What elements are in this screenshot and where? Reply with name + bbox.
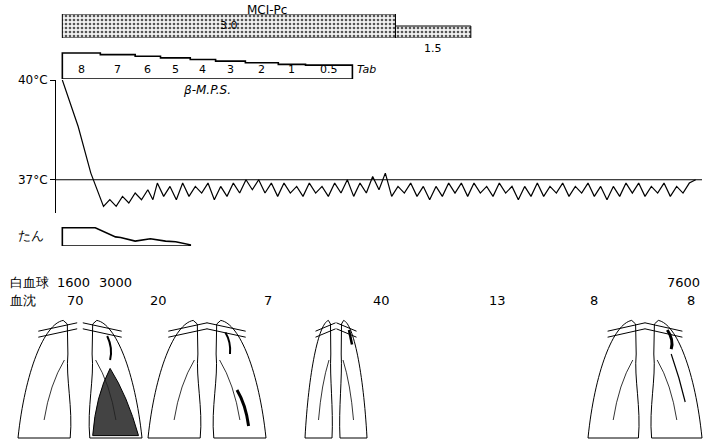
svg-text:たん: たん: [18, 228, 44, 243]
svg-text:7: 7: [114, 63, 121, 76]
svg-text:37°C: 37°C: [18, 173, 48, 187]
svg-text:2: 2: [258, 63, 265, 76]
svg-text:8: 8: [687, 293, 695, 308]
svg-text:8: 8: [78, 63, 85, 76]
svg-text:4: 4: [199, 63, 206, 76]
svg-text:20: 20: [150, 293, 167, 308]
svg-text:7: 7: [264, 293, 272, 308]
svg-text:70: 70: [67, 293, 84, 308]
svg-text:5: 5: [172, 63, 179, 76]
svg-text:0.5: 0.5: [320, 63, 338, 76]
svg-text:1.5: 1.5: [424, 42, 442, 55]
svg-text:1600: 1600: [57, 275, 90, 290]
svg-text:β-M.P.S.: β-M.P.S.: [183, 83, 231, 97]
svg-text:血沈: 血沈: [10, 293, 36, 308]
svg-text:40°C: 40°C: [18, 73, 48, 87]
svg-text:3000: 3000: [99, 275, 132, 290]
svg-text:7600: 7600: [667, 275, 700, 290]
svg-text:13: 13: [489, 293, 506, 308]
svg-text:3: 3: [227, 63, 234, 76]
svg-text:白血球: 白血球: [10, 275, 49, 290]
svg-text:MCI-Pc: MCI-Pc: [247, 3, 287, 17]
svg-text:6: 6: [144, 63, 151, 76]
svg-text:40: 40: [373, 293, 390, 308]
svg-text:Tab: Tab: [357, 63, 376, 76]
svg-text:1: 1: [288, 63, 295, 76]
svg-text:3.0: 3.0: [220, 19, 238, 32]
svg-text:8: 8: [590, 293, 598, 308]
